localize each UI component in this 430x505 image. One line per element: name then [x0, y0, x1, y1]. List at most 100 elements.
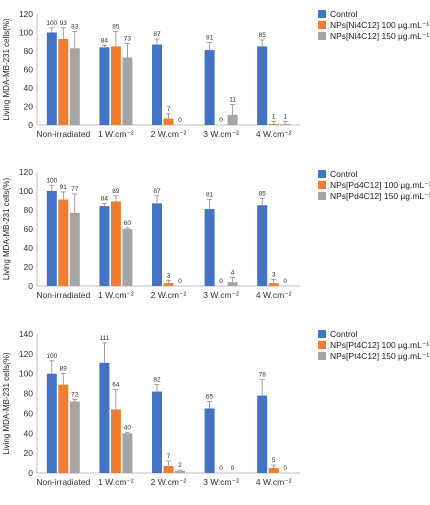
bar-control-non-irradiated	[46, 373, 57, 473]
data-label-nps-ni4c12-100-g-ml-3-w-cm: 0	[219, 117, 223, 124]
data-label-nps-ni4c12-150-g-ml-3-w-cm: 11	[229, 97, 236, 104]
y-axis-label: Living MDA-MB-231 cells(%)	[2, 18, 11, 121]
bar-control-4-w-cm	[257, 395, 268, 473]
data-label-control-non-irradiated: 100	[46, 177, 57, 184]
x-tick-label-1-w-cm: 1 W.cm⁻²	[98, 290, 134, 300]
bar-nps-pt4c12-100-g-ml-non-irradiated	[58, 384, 69, 473]
data-label-control-non-irradiated: 100	[46, 353, 57, 360]
bar-control-1-w-cm	[99, 47, 110, 125]
data-label-control-non-irradiated: 100	[46, 20, 57, 27]
chart-panel-pd: 0 20 40 60 80 100 120 Living MDA-MB-231 cells(%…	[0, 160, 430, 316]
legend-label-nps-pd4c12-150-g-ml: NPs[Pd4C12] 150 µg.mL⁻¹	[330, 191, 430, 201]
data-label-nps-pd4c12-150-g-ml-3-w-cm: 4	[231, 269, 235, 276]
data-label-control-2-w-cm: 87	[153, 31, 161, 38]
data-label-nps-pd4c12-100-g-ml-3-w-cm: 0	[219, 278, 223, 285]
bar-control-3-w-cm	[204, 408, 215, 473]
x-tick-label-2-w-cm: 2 W.cm⁻²	[151, 290, 187, 300]
data-label-nps-ni4c12-150-g-ml-4-w-cm: 1	[283, 113, 287, 120]
bar-control-2-w-cm	[152, 391, 162, 473]
data-label-control-1-w-cm: 84	[101, 37, 109, 44]
data-label-control-3-w-cm: 81	[206, 35, 214, 42]
chart-panel-pt: 0 20 40 60 80 100 120 140 Living MDA-MB-231 cell…	[0, 322, 430, 500]
y-tick-label-60: 60	[24, 408, 34, 418]
data-label-nps-pt4c12-100-g-ml-non-irradiated: 89	[60, 366, 68, 373]
x-tick-label-2-w-cm: 2 W.cm⁻²	[151, 129, 187, 139]
bar-nps-ni4c12-100-g-ml-4-w-cm	[268, 124, 279, 125]
data-label-nps-pt4c12-100-g-ml-2-w-cm: 7	[167, 453, 171, 460]
bar-nps-ni4c12-150-g-ml-3-w-cm	[227, 114, 238, 125]
data-label-nps-pt4c12-150-g-ml-3-w-cm: 0	[231, 465, 235, 472]
bar-nps-ni4c12-100-g-ml-non-irradiated	[58, 38, 69, 125]
bar-nps-pt4c12-100-g-ml-1-w-cm	[110, 409, 121, 473]
bar-control-2-w-cm	[152, 44, 162, 125]
legend-swatch-nps-pt4c12-150-g-ml	[318, 352, 326, 360]
y-tick-label-0: 0	[28, 468, 33, 478]
bar-control-2-w-cm	[152, 203, 162, 286]
y-tick-label-100: 100	[19, 186, 33, 196]
bar-nps-pd4c12-100-g-ml-2-w-cm	[163, 283, 174, 286]
x-tick-label-1-w-cm: 1 W.cm⁻²	[98, 477, 134, 487]
legend-swatch-control	[318, 10, 326, 18]
data-label-nps-pt4c12-150-g-ml-non-irradiated: 72	[71, 392, 79, 399]
data-label-nps-ni4c12-150-g-ml-1-w-cm: 73	[124, 36, 132, 43]
bar-nps-ni4c12-100-g-ml-2-w-cm	[163, 118, 174, 125]
data-label-nps-ni4c12-150-g-ml-non-irradiated: 83	[71, 24, 79, 31]
x-tick-label-4-w-cm: 4 W.cm⁻²	[256, 477, 292, 487]
y-tick-label-40: 40	[24, 83, 34, 93]
x-tick-label-3-w-cm: 3 W.cm⁻²	[203, 290, 239, 300]
data-label-control-2-w-cm: 87	[153, 188, 161, 195]
legend-label-nps-pd4c12-100-g-ml: NPs[Pd4C12] 100 µg.mL⁻¹	[330, 180, 430, 190]
legend-swatch-nps-pd4c12-100-g-ml	[318, 181, 326, 189]
data-label-control-1-w-cm: 84	[101, 195, 109, 202]
data-label-nps-pt4c12-150-g-ml-1-w-cm: 40	[124, 424, 132, 431]
data-label-nps-ni4c12-100-g-ml-4-w-cm: 1	[272, 113, 276, 120]
bar-nps-pd4c12-150-g-ml-1-w-cm	[122, 229, 133, 286]
y-tick-label-100: 100	[19, 369, 33, 379]
y-tick-label-140: 140	[19, 329, 33, 339]
legend-label-nps-pt4c12-150-g-ml: NPs[Pt4C12] 150 µg.mL⁻¹	[330, 351, 429, 361]
data-label-nps-ni4c12-150-g-ml-2-w-cm: 0	[178, 117, 182, 124]
bar-nps-ni4c12-150-g-ml-1-w-cm	[122, 57, 133, 125]
y-tick-label-0: 0	[28, 120, 33, 130]
data-label-nps-pt4c12-150-g-ml-2-w-cm: 2	[178, 462, 182, 469]
data-label-nps-pd4c12-100-g-ml-4-w-cm: 3	[272, 271, 276, 278]
legend-label-nps-ni4c12-100-g-ml: NPs[Ni4C12] 100 µg.mL⁻¹	[330, 20, 429, 30]
data-label-control-4-w-cm: 78	[259, 372, 267, 379]
bar-nps-pt4c12-150-g-ml-2-w-cm	[175, 471, 185, 473]
data-label-nps-ni4c12-100-g-ml-2-w-cm: 7	[167, 106, 171, 113]
bar-nps-pt4c12-100-g-ml-4-w-cm	[268, 468, 279, 473]
x-tick-label-4-w-cm: 4 W.cm⁻²	[256, 290, 292, 300]
x-tick-label-non-irradiated: Non-irradiated	[36, 290, 90, 300]
bar-nps-ni4c12-100-g-ml-1-w-cm	[110, 46, 121, 125]
legend-swatch-control	[318, 330, 326, 338]
data-label-nps-pd4c12-100-g-ml-non-irradiated: 91	[60, 184, 68, 191]
data-label-nps-pd4c12-150-g-ml-1-w-cm: 60	[124, 220, 132, 227]
legend-label-control: Control	[330, 9, 358, 19]
bar-control-4-w-cm	[257, 205, 268, 286]
bar-nps-pt4c12-100-g-ml-2-w-cm	[163, 466, 174, 473]
data-label-control-3-w-cm: 81	[206, 192, 214, 199]
bar-nps-pt4c12-150-g-ml-1-w-cm	[122, 433, 133, 473]
data-label-nps-pt4c12-100-g-ml-3-w-cm: 0	[219, 465, 223, 472]
data-label-nps-ni4c12-100-g-ml-1-w-cm: 85	[112, 24, 120, 31]
x-tick-label-non-irradiated: Non-irradiated	[36, 129, 90, 139]
legend-swatch-nps-ni4c12-100-g-ml	[318, 21, 326, 29]
data-label-control-4-w-cm: 85	[259, 32, 267, 39]
bar-control-3-w-cm	[204, 209, 215, 286]
bar-control-non-irradiated	[46, 32, 57, 125]
data-label-control-4-w-cm: 85	[259, 191, 267, 198]
legend-label-nps-ni4c12-150-g-ml: NPs[Ni4C12] 150 µg.mL⁻¹	[330, 31, 429, 41]
y-tick-label-60: 60	[24, 224, 34, 234]
bar-control-4-w-cm	[257, 46, 268, 125]
bar-nps-pd4c12-150-g-ml-3-w-cm	[227, 282, 238, 286]
data-label-nps-ni4c12-100-g-ml-non-irradiated: 93	[60, 20, 68, 27]
legend-label-control: Control	[330, 169, 358, 179]
chart-panel-ni: 0 20 40 60 80 100 120 Living MDA-MB-231 cells(%…	[0, 0, 430, 158]
legend-label-control: Control	[330, 329, 358, 339]
x-tick-label-2-w-cm: 2 W.cm⁻²	[151, 477, 187, 487]
y-axis-label: Living MDA-MB-231 cells(%)	[2, 352, 11, 455]
y-tick-label-40: 40	[24, 428, 34, 438]
bar-nps-ni4c12-150-g-ml-4-w-cm	[280, 124, 291, 125]
